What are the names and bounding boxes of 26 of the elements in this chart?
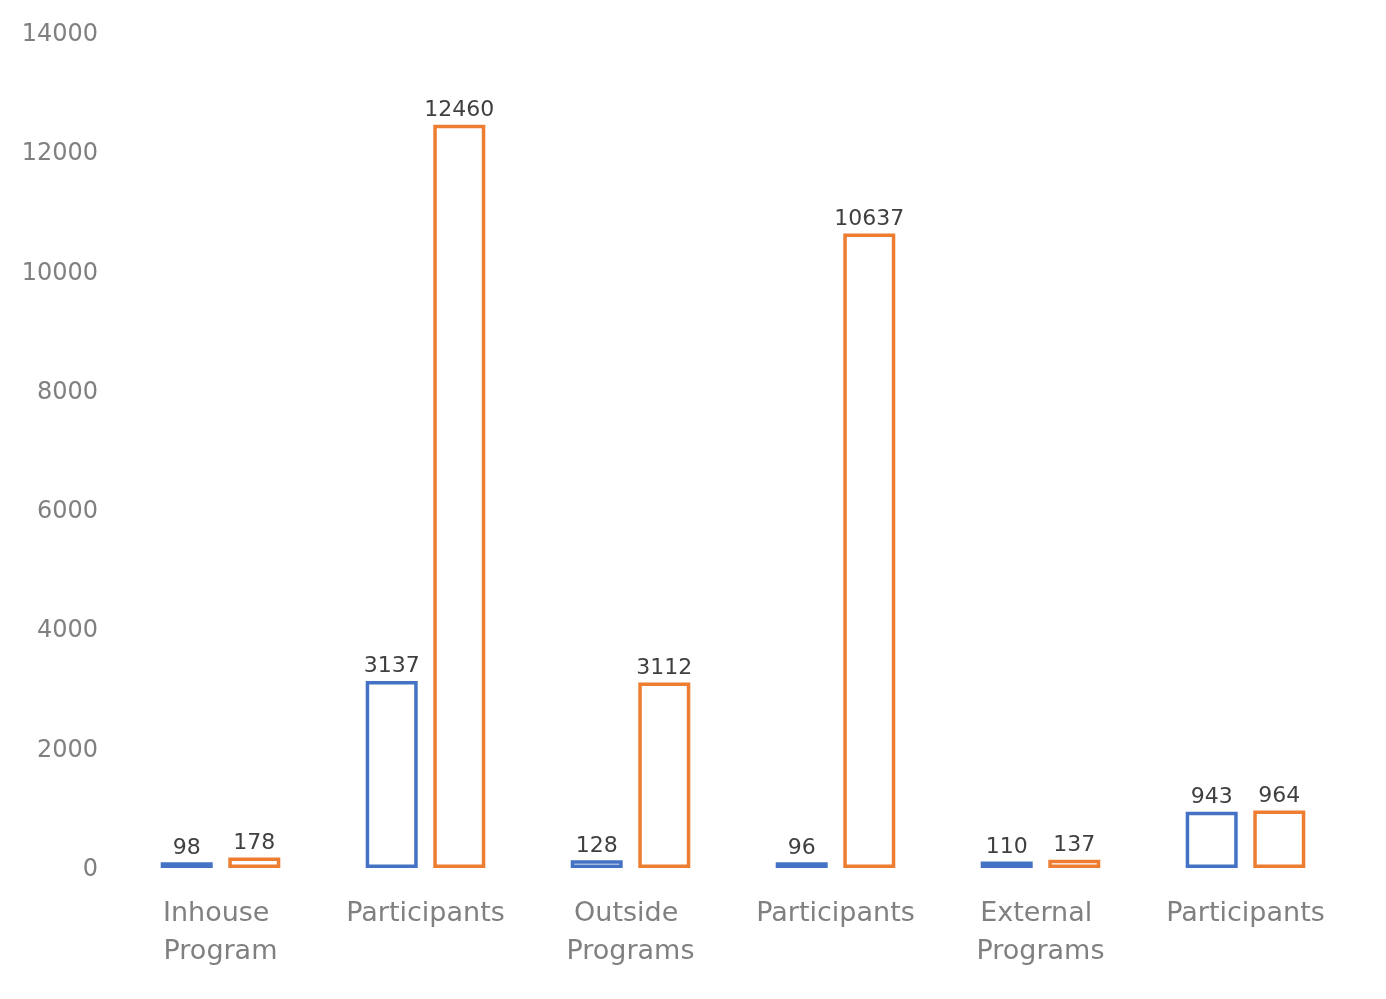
y-tick-label: 4000 xyxy=(36,615,98,644)
data-label: 964 xyxy=(1258,782,1301,807)
x-tick-label: Outside Programs xyxy=(566,895,695,965)
x-tick-label: Participants xyxy=(1166,895,1325,927)
y-tick-label: 8000 xyxy=(36,376,98,405)
x-tick-label: Inhouse Program xyxy=(162,895,279,965)
y-tick-label: 6000 xyxy=(36,496,98,525)
data-label: 96 xyxy=(787,833,816,859)
x-tick-label: External Programs xyxy=(976,895,1105,965)
data-label: 3137 xyxy=(363,652,420,678)
y-tick-label: 10000 xyxy=(21,257,98,286)
data-label: 128 xyxy=(575,831,618,857)
data-label: 943 xyxy=(1190,783,1233,809)
data-label: 137 xyxy=(1053,831,1096,857)
data-label: 10637 xyxy=(834,205,905,231)
x-tick-label: Participants xyxy=(756,895,915,927)
y-tick-label: 0 xyxy=(82,854,98,882)
data-label: 3112 xyxy=(636,653,693,679)
data-label: 178 xyxy=(233,828,276,854)
y-tick-label: 12000 xyxy=(21,138,98,167)
y-tick-label: 2000 xyxy=(36,734,98,763)
y-tick-label: 14000 xyxy=(21,19,98,47)
data-label: 12460 xyxy=(424,96,495,122)
data-label: 110 xyxy=(985,832,1028,858)
x-tick-label: Participants xyxy=(346,895,505,927)
data-label: 98 xyxy=(172,833,201,859)
